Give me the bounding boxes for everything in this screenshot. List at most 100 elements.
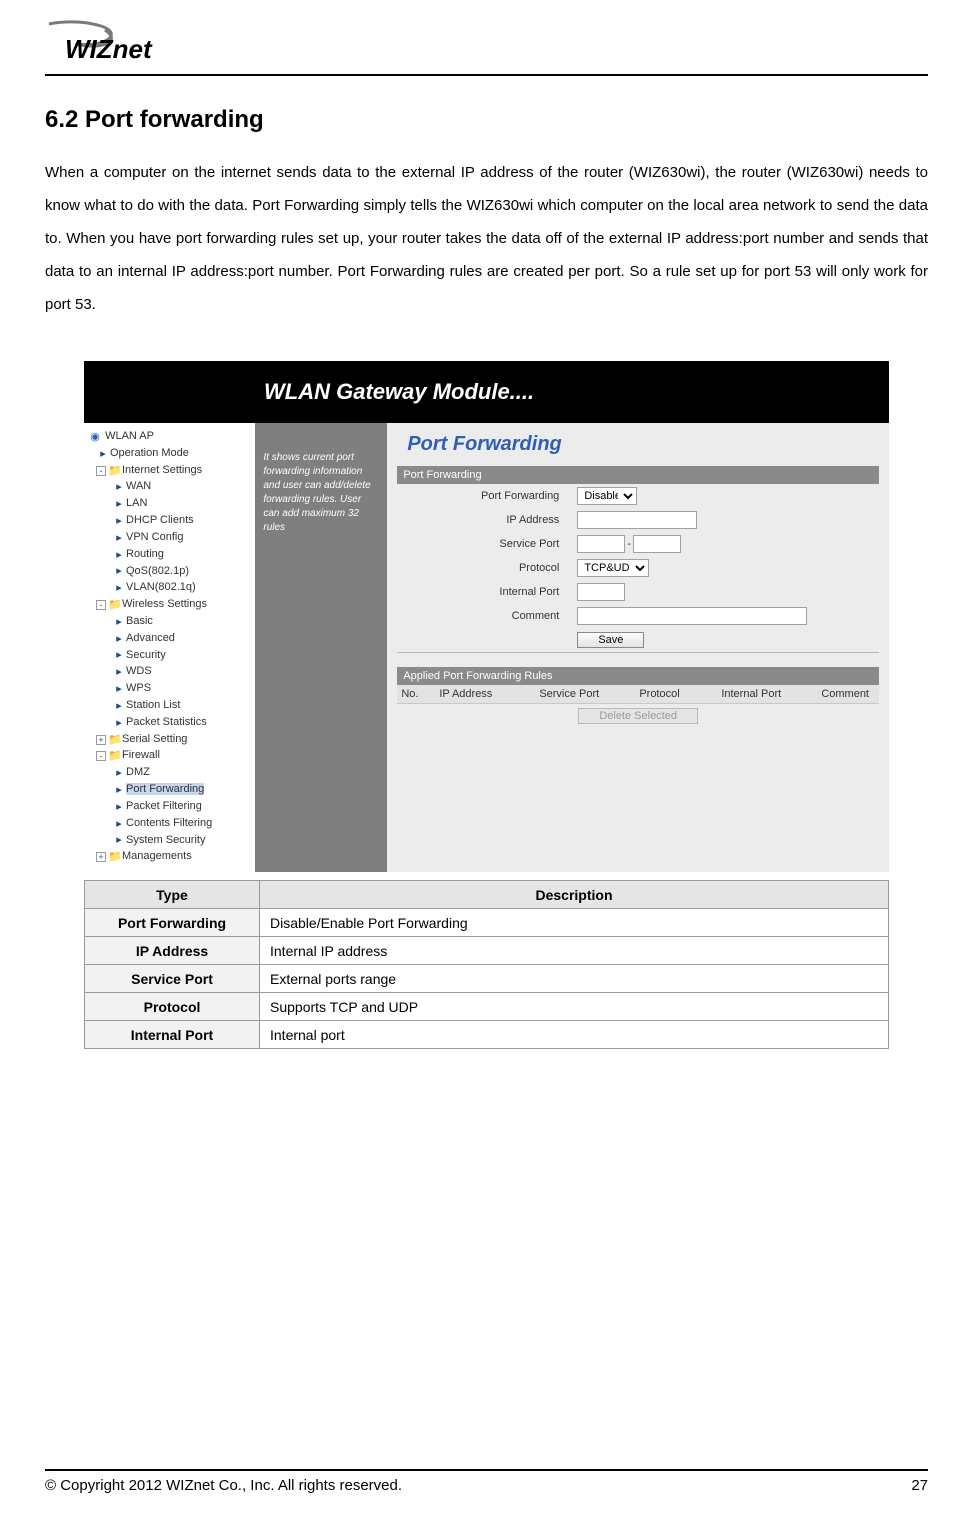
th-type: Type [85, 881, 260, 909]
folder-icon: 📁 [108, 598, 122, 614]
arrow-icon: ▸ [112, 564, 126, 580]
tree-item-routing[interactable]: ▸Routing [88, 547, 253, 564]
tree-item-label: LAN [126, 497, 147, 509]
tree-item-system-security[interactable]: ▸System Security [88, 833, 253, 850]
tree-item-label: WAN [126, 480, 151, 492]
expand-box-icon[interactable]: - [96, 751, 106, 761]
tree-item-contents-filtering[interactable]: ▸Contents Filtering [88, 816, 253, 833]
select-protocol[interactable]: TCP&UDP [577, 559, 649, 577]
input-comment[interactable] [577, 607, 807, 625]
table-row: ProtocolSupports TCP and UDP [85, 993, 889, 1021]
arrow-icon: ▸ [112, 766, 126, 782]
label-service-port: Service Port [397, 538, 577, 550]
delete-selected-button[interactable]: Delete Selected [578, 708, 698, 724]
tree-item-wireless-settings[interactable]: -📁Wireless Settings [88, 597, 253, 614]
col-ip: IP Address [439, 688, 539, 700]
body-paragraph: When a computer on the internet sends da… [45, 156, 928, 321]
row-type: IP Address [85, 937, 260, 965]
tree-item-wds[interactable]: ▸WDS [88, 664, 253, 681]
bottom-rule [45, 1469, 928, 1471]
label-port-forwarding: Port Forwarding [397, 490, 577, 502]
tree-item-port-forwarding[interactable]: ▸Port Forwarding [88, 782, 253, 799]
rules-columns: No. IP Address Service Port Protocol Int… [397, 685, 879, 704]
row-port-forwarding: Port Forwarding Disable [397, 484, 879, 508]
save-row: Save [397, 628, 879, 653]
tree-item-label: VLAN(802.1q) [126, 581, 196, 593]
folder-icon: 📁 [108, 733, 122, 749]
logo: WIZnet [45, 20, 928, 66]
folder-icon: 📁 [108, 850, 122, 866]
tree-item-advanced[interactable]: ▸Advanced [88, 631, 253, 648]
arrow-icon: ▸ [112, 817, 126, 833]
table-row: Service PortExternal ports range [85, 965, 889, 993]
main-title: Port Forwarding [397, 431, 879, 466]
tree-item-qos-802-1p-[interactable]: ▸QoS(802.1p) [88, 564, 253, 581]
select-port-forwarding[interactable]: Disable [577, 487, 637, 505]
tree-item-wan[interactable]: ▸WAN [88, 479, 253, 496]
row-internal-port: Internal Port [397, 580, 879, 604]
tree-item-dhcp-clients[interactable]: ▸DHCP Clients [88, 513, 253, 530]
tree-item-managements[interactable]: +📁Managements [88, 849, 253, 866]
delete-row: Delete Selected [397, 704, 879, 728]
expand-box-icon[interactable]: + [96, 735, 106, 745]
form-panel-header: Port Forwarding [397, 466, 879, 484]
tree-root[interactable]: ◉ WLAN AP [88, 429, 253, 446]
label-internal-port: Internal Port [397, 586, 577, 598]
arrow-icon: ▸ [112, 632, 126, 648]
input-service-port-from[interactable] [577, 535, 625, 553]
tree-item-label: Operation Mode [110, 447, 189, 459]
dash-separator: - [625, 538, 633, 550]
tree-item-firewall[interactable]: -📁Firewall [88, 748, 253, 765]
tree-item-serial-setting[interactable]: +📁Serial Setting [88, 732, 253, 749]
col-no: No. [401, 688, 439, 700]
tree-item-label: DMZ [126, 766, 150, 778]
tree-item-label: VPN Config [126, 531, 183, 543]
expand-box-icon[interactable]: - [96, 600, 106, 610]
arrow-icon: ▸ [112, 783, 126, 799]
tree-item-operation-mode[interactable]: ▸Operation Mode [88, 446, 253, 463]
tree-item-label: Serial Setting [122, 733, 187, 745]
tree-item-dmz[interactable]: ▸DMZ [88, 765, 253, 782]
input-ip-address[interactable] [577, 511, 697, 529]
tree-item-label: QoS(802.1p) [126, 565, 189, 577]
tree-item-label: Station List [126, 699, 180, 711]
tree-item-label: Managements [122, 850, 192, 862]
expand-box-icon[interactable]: - [96, 466, 106, 476]
nav-tree: ◉ WLAN AP ▸Operation Mode-📁Internet Sett… [84, 423, 255, 872]
tree-item-station-list[interactable]: ▸Station List [88, 698, 253, 715]
row-desc: Internal IP address [260, 937, 889, 965]
tree-item-wps[interactable]: ▸WPS [88, 681, 253, 698]
main-panel: Port Forwarding Port Forwarding Port For… [387, 423, 889, 872]
tree-item-vlan-802-1q-[interactable]: ▸VLAN(802.1q) [88, 580, 253, 597]
row-protocol: Protocol TCP&UDP [397, 556, 879, 580]
tree-item-vpn-config[interactable]: ▸VPN Config [88, 530, 253, 547]
save-button[interactable]: Save [577, 632, 644, 648]
row-desc: Disable/Enable Port Forwarding [260, 909, 889, 937]
description-table: Type Description Port ForwardingDisable/… [84, 880, 889, 1049]
tree-item-label: Port Forwarding [126, 783, 204, 795]
copyright-text: © Copyright 2012 WIZnet Co., Inc. All ri… [45, 1477, 402, 1494]
tree-item-lan[interactable]: ▸LAN [88, 496, 253, 513]
screenshot-header: WLAN Gateway Module.... [84, 361, 889, 423]
tree-item-basic[interactable]: ▸Basic [88, 614, 253, 631]
col-internal-port: Internal Port [721, 688, 821, 700]
row-desc: Internal port [260, 1021, 889, 1049]
arrow-icon: ▸ [112, 615, 126, 631]
input-service-port-to[interactable] [633, 535, 681, 553]
rules-panel-header: Applied Port Forwarding Rules [397, 667, 879, 685]
row-type: Protocol [85, 993, 260, 1021]
tree-item-internet-settings[interactable]: -📁Internet Settings [88, 463, 253, 480]
input-internal-port[interactable] [577, 583, 625, 601]
arrow-icon: ▸ [112, 648, 126, 664]
row-type: Port Forwarding [85, 909, 260, 937]
expand-box-icon[interactable]: + [96, 852, 106, 862]
row-type: Internal Port [85, 1021, 260, 1049]
arrow-icon: ▸ [112, 800, 126, 816]
col-protocol: Protocol [639, 688, 721, 700]
tree-item-label: WDS [126, 665, 152, 677]
tree-item-packet-filtering[interactable]: ▸Packet Filtering [88, 799, 253, 816]
arrow-icon: ▸ [112, 682, 126, 698]
tree-item-packet-statistics[interactable]: ▸Packet Statistics [88, 715, 253, 732]
globe-icon: ◉ [88, 430, 102, 446]
tree-item-security[interactable]: ▸Security [88, 648, 253, 665]
